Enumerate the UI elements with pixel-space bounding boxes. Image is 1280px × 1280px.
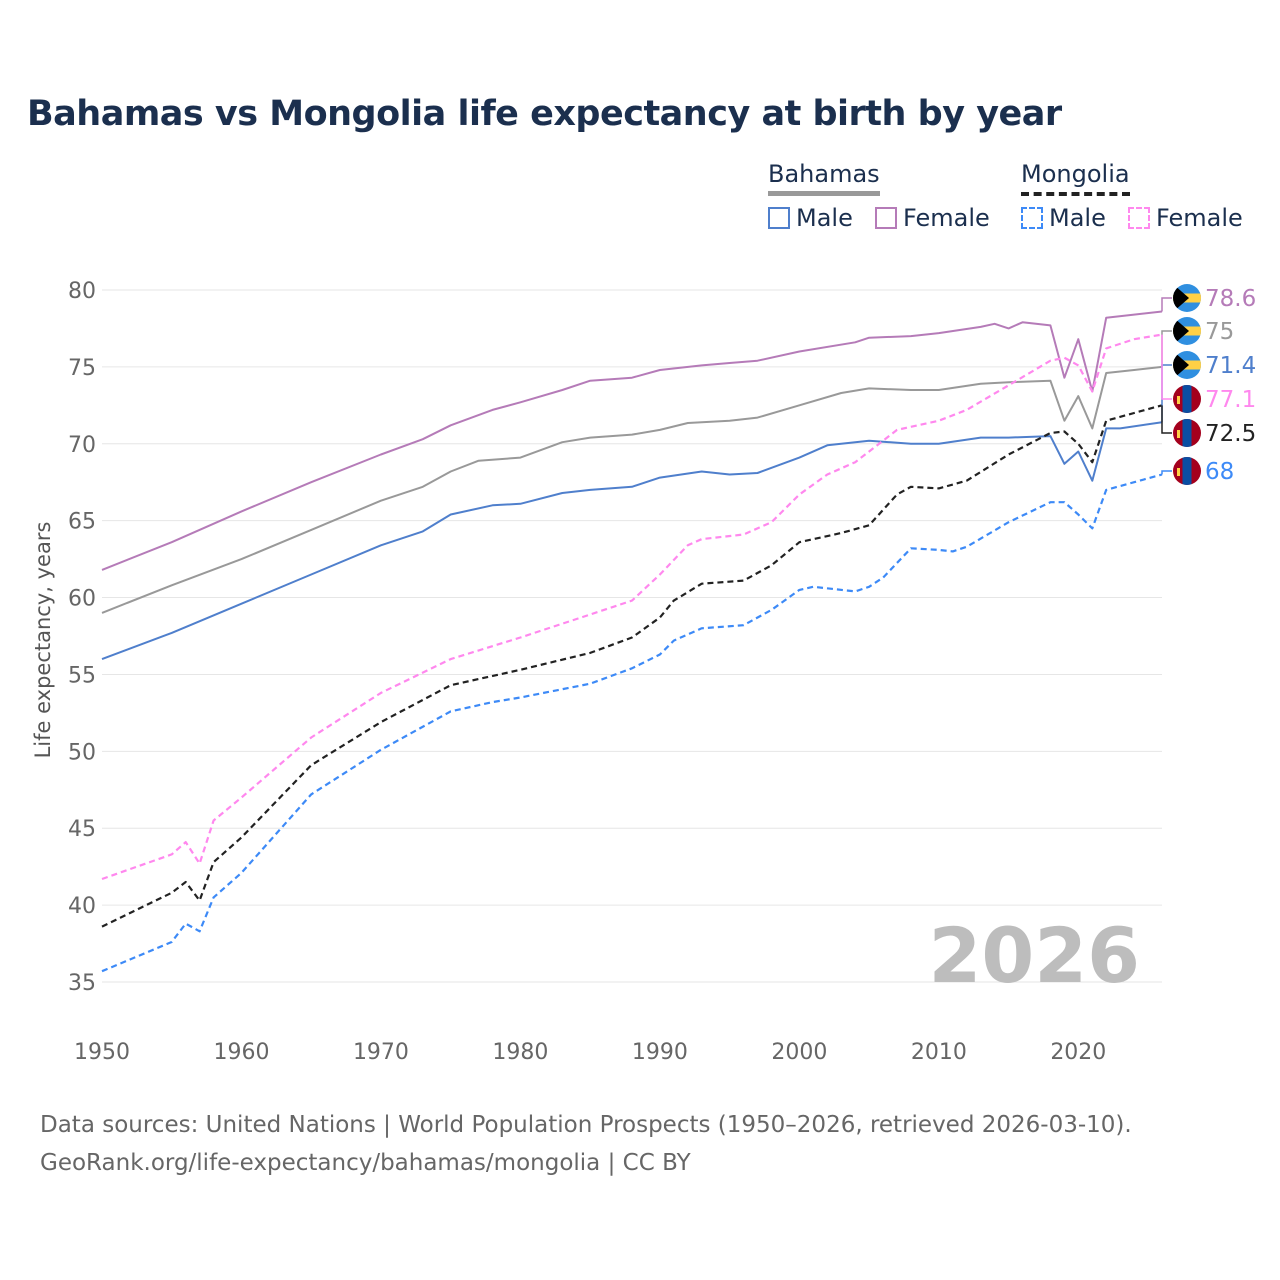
x-tick-label: 1960: [213, 1040, 269, 1065]
series-line-bahamas-total: [101, 365, 1163, 614]
y-tick-label: 75: [68, 356, 96, 381]
legend-country-label: Mongolia: [1021, 160, 1130, 188]
series-line-bahamas-female: [101, 310, 1163, 571]
x-axis: 1950 1960 1970 1980 1990 2000 2010 2020: [74, 1040, 1106, 1065]
end-connector: [1161, 330, 1172, 367]
mongolia-flag-icon: [1173, 457, 1201, 485]
end-value-label: 68: [1205, 459, 1234, 485]
x-tick-label: 1990: [632, 1040, 688, 1065]
y-axis: 35 40 45 50 55 60 65 70 75 80: [68, 279, 96, 996]
y-tick-label: 55: [68, 663, 96, 688]
legend-bahamas-female[interactable]: Female: [875, 204, 990, 232]
footer-source: Data sources: United Nations | World Pop…: [40, 1112, 1132, 1138]
legend-label: Female: [903, 204, 990, 232]
legend-label: Male: [1049, 204, 1106, 232]
legend-mongolia-line: [1021, 192, 1130, 196]
footer: Data sources: United Nations | World Pop…: [40, 1106, 1132, 1182]
legend-country-label: Bahamas: [768, 160, 880, 188]
bahamas-flag-icon: [1173, 284, 1201, 312]
legend-swatch: [768, 207, 790, 229]
legend-mongolia-female[interactable]: Female: [1128, 204, 1243, 232]
y-tick-label: 50: [68, 740, 96, 765]
grid: [102, 289, 1162, 983]
end-value-label: 75: [1205, 319, 1234, 345]
end-connector: [1161, 470, 1172, 475]
y-axis-label: Life expectancy, years: [31, 522, 55, 759]
flag-stripe: [1182, 457, 1192, 485]
legend-mongolia-male[interactable]: Male: [1021, 204, 1106, 232]
legend-swatch: [1021, 207, 1043, 229]
end-value-label: 77.1: [1205, 387, 1256, 413]
bahamas-flag-icon: [1173, 351, 1201, 379]
chart-title: Bahamas vs Mongolia life expectancy at b…: [27, 94, 1062, 134]
year-watermark: 2026: [928, 911, 1140, 1000]
bahamas-flag-icon: [1173, 317, 1201, 345]
end-value-label: 78.6: [1205, 286, 1256, 312]
footer-link[interactable]: GeoRank.org/life-expectancy/bahamas/mong…: [40, 1150, 691, 1176]
series-line-bahamas-male: [101, 421, 1163, 661]
flag-soyombo: [1177, 468, 1180, 476]
legend-swatch: [1128, 207, 1150, 229]
y-tick-label: 35: [68, 971, 96, 996]
legend-country-bahamas: Bahamas: [768, 160, 880, 196]
flag-stripe: [1182, 419, 1192, 447]
flag-triangle: [1173, 351, 1189, 379]
y-tick-label: 60: [68, 587, 96, 612]
mongolia-flag-icon: [1173, 419, 1201, 447]
legend-label: Male: [796, 204, 853, 232]
series-lines: [101, 310, 1163, 973]
end-connector: [1161, 334, 1172, 400]
series-line-mongolia-male: [101, 473, 1163, 973]
flag-stripe: [1182, 385, 1192, 413]
legend-bahamas-male[interactable]: Male: [768, 204, 853, 232]
legend-label: Female: [1156, 204, 1243, 232]
y-tick-label: 40: [68, 894, 96, 919]
end-value-label: 72.5: [1205, 421, 1256, 447]
y-tick-label: 65: [68, 510, 96, 535]
mongolia-flag-icon: [1173, 385, 1201, 413]
end-connector: [1161, 297, 1172, 312]
flag-triangle: [1173, 284, 1189, 312]
legend-country-mongolia: Mongolia: [1021, 160, 1130, 196]
series-line-mongolia-total: [101, 404, 1163, 928]
x-tick-label: 2000: [771, 1040, 827, 1065]
end-connector: [1161, 364, 1172, 423]
y-tick-label: 80: [68, 279, 96, 304]
legend-swatch: [875, 207, 897, 229]
y-tick-label: 70: [68, 433, 96, 458]
x-tick-label: 1970: [353, 1040, 409, 1065]
flag-triangle: [1173, 317, 1189, 345]
flag-soyombo: [1177, 430, 1180, 438]
end-value-label: 71.4: [1205, 353, 1256, 379]
series-line-mongolia-female: [101, 333, 1163, 881]
x-tick-label: 2020: [1050, 1040, 1106, 1065]
y-tick-label: 45: [68, 817, 96, 842]
flag-soyombo: [1177, 396, 1180, 404]
x-tick-label: 2010: [911, 1040, 967, 1065]
x-tick-label: 1950: [74, 1040, 130, 1065]
end-labels: 78.6 75 71.4 77.1 72.5 68: [1161, 284, 1256, 485]
end-connector: [1161, 405, 1172, 434]
legend-bahamas-line: [768, 191, 880, 196]
x-tick-label: 1980: [492, 1040, 548, 1065]
